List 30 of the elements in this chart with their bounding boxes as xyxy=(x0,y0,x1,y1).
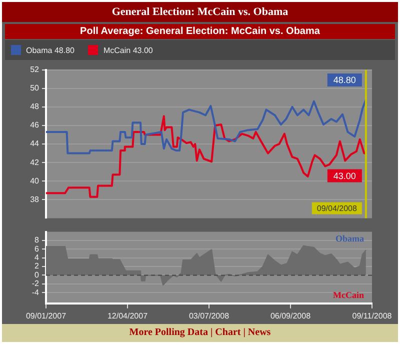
y-tick-label: 38 xyxy=(30,194,40,204)
legend-label: McCain 43.00 xyxy=(103,46,153,54)
y-tick-label: 8 xyxy=(34,236,40,245)
x-tick-label: 09/01/2007 xyxy=(26,311,67,320)
y-tick-label: 6 xyxy=(34,244,40,254)
chart-subtitle: Poll Average: General Election: McCain vs. Obama xyxy=(5,24,395,39)
x-tick-label: 12/04/2007 xyxy=(107,311,148,320)
y-tick-label: 48 xyxy=(30,102,40,112)
chart-title: General Election: McCain vs. Obama xyxy=(2,2,398,22)
y-tick-label: 0 xyxy=(34,270,40,280)
y-tick-label: 40 xyxy=(30,176,40,186)
y-tick-label: 42 xyxy=(30,158,40,167)
annotation: 48.80 xyxy=(333,74,356,85)
annotation: McCain xyxy=(333,290,364,300)
ref-line-label: 09/04/2008 xyxy=(316,204,358,213)
x-tick-label: 03/07/2008 xyxy=(188,311,230,320)
x-tick-label: 06/09/2008 xyxy=(270,311,312,320)
y-tick-label: -4 xyxy=(32,288,40,297)
annotation: 43.00 xyxy=(333,170,356,181)
legend-label: Obama 48.80 xyxy=(26,46,74,54)
y-tick-label: 52 xyxy=(30,65,40,74)
y-tick-label: 4 xyxy=(34,253,40,262)
annotation: Obama xyxy=(335,234,364,244)
y-tick-label: 2 xyxy=(34,262,40,271)
y-tick-label: 50 xyxy=(30,84,40,93)
text: More Polling Data | Chart | News xyxy=(2,324,398,342)
y-tick-label: -2 xyxy=(32,279,40,288)
x-tick-label: 09/11/2008 xyxy=(352,311,392,320)
y-tick-label: 46 xyxy=(30,120,40,130)
y-tick-label: 44 xyxy=(30,139,40,148)
